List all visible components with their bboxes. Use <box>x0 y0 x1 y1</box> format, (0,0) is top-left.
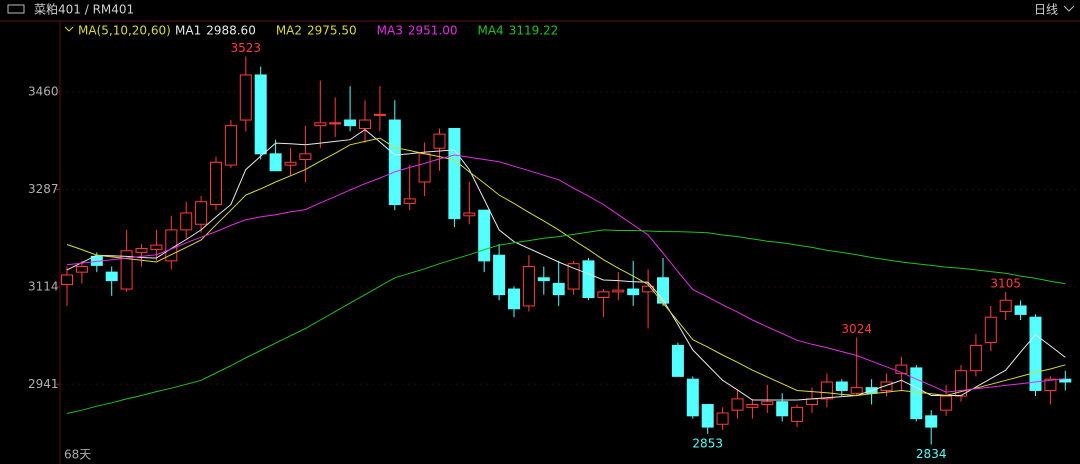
high-label: 3105 <box>990 276 1021 290</box>
y-tick-label: 3460 <box>28 84 59 98</box>
candle-body <box>552 282 565 296</box>
candle-body <box>671 344 684 377</box>
candle-body <box>522 266 535 307</box>
legend-name: MA2 <box>276 24 302 38</box>
candle-body <box>910 367 923 420</box>
high-label: 3523 <box>231 41 262 55</box>
legend-value: 3119.22 <box>509 24 559 38</box>
candle-body <box>999 299 1012 313</box>
candle-body <box>820 381 833 400</box>
legend-value: 2975.50 <box>307 24 357 38</box>
candle-body <box>269 153 282 172</box>
candle-body <box>284 161 297 166</box>
candle-body <box>835 381 848 391</box>
candle-body <box>567 263 580 290</box>
candle-body <box>582 260 595 298</box>
candle-body <box>1044 378 1057 391</box>
candle-body <box>537 277 550 282</box>
candle-body <box>359 119 371 129</box>
y-tick-label: 3114 <box>28 279 59 293</box>
candle-body <box>150 244 163 251</box>
candle-body <box>1029 316 1042 391</box>
candle-body <box>791 406 804 422</box>
candle-body <box>433 133 446 149</box>
candle-body <box>388 119 401 206</box>
candle-body <box>895 364 908 375</box>
candle-body <box>180 212 193 231</box>
candle-body <box>731 398 744 411</box>
high-label: 3024 <box>841 322 872 336</box>
candle-body <box>493 254 506 296</box>
candle-body <box>448 127 461 220</box>
y-tick-label: 3287 <box>28 182 59 196</box>
legend-value: 2988.60 <box>206 24 256 38</box>
candle-body <box>508 288 520 310</box>
indicator: MA(5,10,20,60) <box>78 24 171 38</box>
ma-line <box>66 154 1066 393</box>
candle-body <box>61 274 73 286</box>
legend-value: 2951.00 <box>408 24 458 38</box>
menu-icon[interactable] <box>7 4 25 14</box>
candle-body <box>344 119 357 127</box>
candle-body <box>239 74 252 121</box>
ma-line <box>66 128 1066 401</box>
ma-line <box>66 229 1066 414</box>
candle-body <box>850 387 863 394</box>
candle-body <box>776 401 789 417</box>
ma-line <box>66 137 1066 397</box>
candle-body <box>612 289 625 293</box>
low-label: 2834 <box>916 447 947 461</box>
candle-body <box>686 378 699 417</box>
candle-body <box>880 381 893 391</box>
candle-body <box>969 344 982 372</box>
candle-body <box>210 161 222 206</box>
candle-body <box>1059 378 1072 383</box>
candle-body <box>299 153 312 160</box>
candle-body <box>463 212 476 217</box>
candle-body <box>314 122 327 127</box>
title: 菜粕401 / RM401 <box>34 2 134 17</box>
candle-body <box>254 74 267 155</box>
candle-body <box>373 113 386 116</box>
candle-body <box>1014 305 1027 315</box>
candle-body <box>940 395 953 411</box>
period[interactable]: 日线 <box>1034 3 1058 17</box>
candle-body <box>955 370 967 397</box>
candle-body <box>925 415 938 428</box>
candle-body <box>195 201 208 225</box>
candle-body <box>418 153 431 183</box>
candle-body <box>597 291 610 298</box>
candle-body <box>701 404 714 428</box>
candle-body <box>627 288 640 296</box>
count-label: 68天 <box>64 448 91 462</box>
candle-body <box>984 316 997 344</box>
candle-body <box>478 209 491 262</box>
y-tick-label: 2941 <box>28 377 59 391</box>
candle-body <box>746 404 759 408</box>
candle-body <box>761 401 774 406</box>
legend-name: MA1 <box>175 24 201 38</box>
legend-name: MA4 <box>477 24 503 38</box>
candle-body <box>75 266 88 273</box>
period-dropdown[interactable] <box>1063 5 1075 12</box>
candle-body <box>329 122 342 125</box>
candle-body <box>120 250 133 290</box>
candle-body <box>224 125 237 166</box>
candle-body <box>135 247 148 253</box>
low-label: 2853 <box>692 436 723 450</box>
candle-body <box>403 198 416 204</box>
candle-body <box>716 412 729 425</box>
indicator-dropdown[interactable] <box>64 26 74 32</box>
candle-body <box>105 271 118 282</box>
candle-body <box>806 398 818 406</box>
legend-name: MA3 <box>377 24 403 38</box>
